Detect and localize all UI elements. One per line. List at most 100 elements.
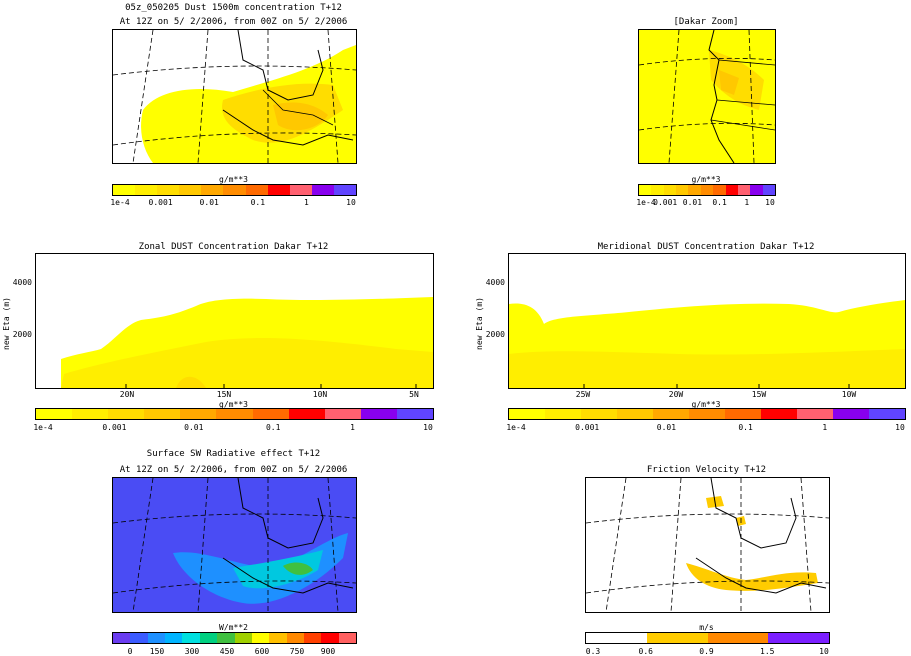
colorbar-swatch: [252, 409, 289, 419]
colorbar-tick-label: 1: [303, 198, 309, 207]
colorbar-swatch: [135, 185, 158, 195]
colorbar-swatch: [833, 409, 869, 419]
meridional-title: Meridional DUST Concentration Dakar T+12: [597, 242, 815, 252]
radiative-subtitle: At 12Z on 5/ 2/2006, from 00Z on 5/ 2/20…: [119, 465, 348, 475]
colorbar-swatch: [737, 185, 751, 195]
dust-map-subtitle: At 12Z on 5/ 2/2006, from 00Z on 5/ 2/20…: [119, 17, 348, 27]
colorbar-swatch: [217, 633, 235, 643]
zonal-ytick: 2000: [12, 330, 32, 339]
zonal-xtick: 20N: [119, 390, 135, 399]
meridional-ytick: 2000: [485, 330, 505, 339]
radiative-title: Surface SW Radiative effect T+12: [146, 449, 321, 459]
colorbar-swatch: [581, 409, 617, 419]
colorbar-tick-label: 1: [350, 423, 356, 432]
radiative-graphic: [113, 478, 356, 612]
zonal-colorbar: [35, 408, 434, 420]
colorbar-swatch: [586, 633, 647, 643]
colorbar-tick-label: 0.01: [682, 198, 703, 207]
zonal-ylabel: new Eta (m): [2, 297, 11, 350]
colorbar-tick-label: 0.001: [102, 423, 127, 432]
colorbar-swatch: [869, 409, 905, 419]
colorbar-swatch: [130, 633, 148, 643]
colorbar-swatch: [333, 185, 357, 195]
meridional-xtick: 20W: [668, 390, 684, 399]
colorbar-swatch: [303, 633, 322, 643]
dust-map-unit: g/m**3: [219, 175, 248, 184]
colorbar-swatch: [707, 633, 769, 643]
colorbar-swatch: [663, 185, 677, 195]
friction-title: Friction Velocity T+12: [646, 465, 767, 475]
colorbar-swatch: [108, 409, 145, 419]
dust-map-plot: [112, 29, 357, 164]
radiative-plot: [112, 477, 357, 613]
colorbar-tick-label: 1: [822, 423, 828, 432]
colorbar-tick-label: 750: [289, 647, 305, 656]
colorbar-swatch: [617, 409, 653, 419]
colorbar-swatch: [750, 185, 763, 195]
zonal-plot: [35, 253, 434, 389]
colorbar-swatch: [113, 633, 131, 643]
colorbar-swatch: [165, 633, 183, 643]
colorbar-swatch: [762, 185, 775, 195]
colorbar-swatch: [199, 633, 218, 643]
colorbar-tick-label: 10: [819, 647, 829, 656]
colorbar-tick-label: 0.1: [712, 198, 727, 207]
colorbar-swatch: [646, 633, 708, 643]
colorbar-swatch: [216, 409, 253, 419]
colorbar-tick-label: 0.1: [250, 198, 266, 207]
colorbar-tick-label: 0.9: [699, 647, 714, 656]
colorbar-swatch: [700, 185, 714, 195]
zonal-xtick: 15N: [216, 390, 232, 399]
colorbar-tick-label: 0.1: [738, 423, 753, 432]
colorbar-tick-label: 1e-4: [636, 198, 656, 207]
colorbar-swatch: [324, 409, 361, 419]
colorbar-swatch: [223, 185, 246, 195]
zonal-unit: g/m**3: [219, 400, 248, 409]
colorbar-tick-label: 10: [423, 423, 433, 432]
colorbar-tick-label: 600: [254, 647, 270, 656]
colorbar-tick-label: 300: [184, 647, 200, 656]
friction-colorbar: [585, 632, 830, 644]
colorbar-swatch: [676, 185, 689, 195]
colorbar-swatch: [288, 409, 325, 419]
colorbar-swatch: [321, 633, 339, 643]
colorbar-swatch: [360, 409, 397, 419]
colorbar-swatch: [147, 633, 166, 643]
colorbar-swatch: [201, 185, 224, 195]
colorbar-tick-label: 0: [127, 647, 133, 656]
zonal-xtick: 10N: [312, 390, 328, 399]
colorbar-tick-label: 1.5: [760, 647, 775, 656]
colorbar-swatch: [545, 409, 581, 419]
meridional-ytick: 4000: [485, 278, 505, 287]
colorbar-tick-label: 0.01: [656, 423, 677, 432]
colorbar-swatch: [338, 633, 357, 643]
dust-map-graphic: [113, 30, 356, 163]
colorbar-swatch: [725, 409, 761, 419]
colorbar-tick-label: 900: [320, 647, 336, 656]
dakar-zoom-graphic: [639, 30, 775, 163]
colorbar-tick-label: 1: [744, 198, 750, 207]
colorbar-tick-label: 1e-4: [506, 423, 526, 432]
meridional-graphic: [509, 300, 905, 388]
dust-map-title: 05z_050205 Dust 1500m concentration T+12: [125, 3, 342, 13]
colorbar-swatch: [179, 185, 202, 195]
meridional-unit: g/m**3: [691, 400, 721, 409]
colorbar-swatch: [768, 633, 829, 643]
colorbar-swatch: [180, 409, 217, 419]
meridional-xtick: 25W: [575, 390, 591, 399]
colorbar-tick-label: 150: [149, 647, 165, 656]
colorbar-swatch: [651, 185, 664, 195]
colorbar-tick-label: 1e-4: [33, 423, 53, 432]
colorbar-swatch: [653, 409, 689, 419]
radiative-colorbar: [112, 632, 357, 644]
meridional-ylabel: new Eta (m): [475, 297, 484, 350]
colorbar-swatch: [267, 185, 290, 195]
meridional-xtick: 15W: [751, 390, 767, 399]
colorbar-swatch: [269, 633, 287, 643]
colorbar-swatch: [144, 409, 181, 419]
colorbar-swatch: [689, 409, 725, 419]
friction-plot: [585, 477, 830, 613]
colorbar-swatch: [688, 185, 701, 195]
dakar-zoom-title: [Dakar Zoom]: [673, 17, 739, 27]
colorbar-swatch: [725, 185, 738, 195]
